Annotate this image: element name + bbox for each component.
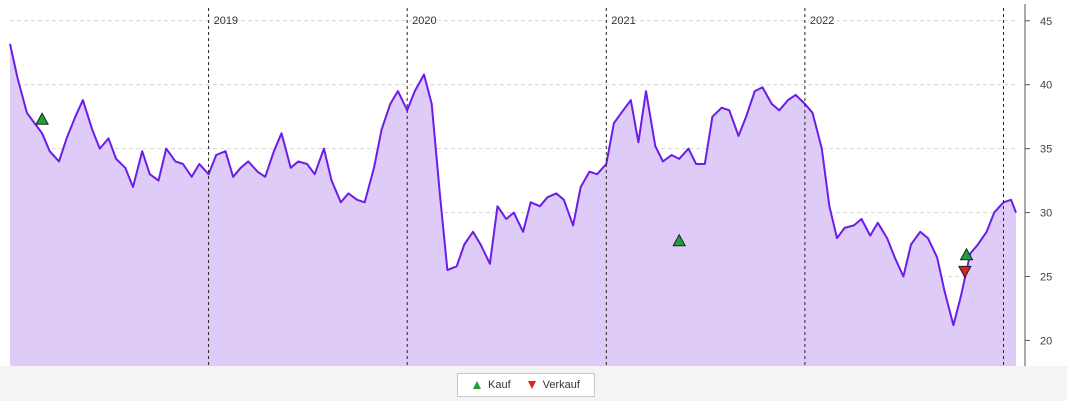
y-tick-label-20: 20 [1040,335,1052,347]
trade-markers [35,112,974,279]
legend-item-verkauf[interactable]: Verkauf [527,379,580,391]
buy-marker-0 [35,112,49,125]
price-area-fill [10,43,1016,367]
y-axis: 20 25 30 35 40 45 [1024,4,1052,366]
buy-marker-2 [959,247,974,261]
y-tick-label-40: 40 [1040,80,1052,92]
price-line [9,43,1017,327]
chart-legend: Kauf Verkauf [457,373,595,397]
year-label-2019: 2019 [214,15,238,27]
price-chart: 2019 2020 2021 2022 20 25 30 35 40 45 [9,4,1052,367]
year-label-2022: 2022 [810,15,834,27]
triangle-down-icon [527,381,536,389]
year-label-2020: 2020 [412,15,436,27]
legend-label-verkauf: Verkauf [542,379,580,391]
legend-item-kauf[interactable]: Kauf [472,379,511,391]
year-markers: 2019 2020 2021 2022 [208,8,1004,366]
triangle-up-icon [473,381,482,389]
legend-label-kauf: Kauf [488,379,511,391]
y-tick-label-45: 45 [1040,16,1052,28]
y-tick-label-25: 25 [1040,272,1052,284]
year-label-2021: 2021 [611,15,635,27]
sell-marker-3 [958,265,972,279]
y-tick-label-30: 30 [1040,208,1052,220]
y-tick-label-35: 35 [1040,144,1052,156]
buy-marker-1 [672,233,687,247]
